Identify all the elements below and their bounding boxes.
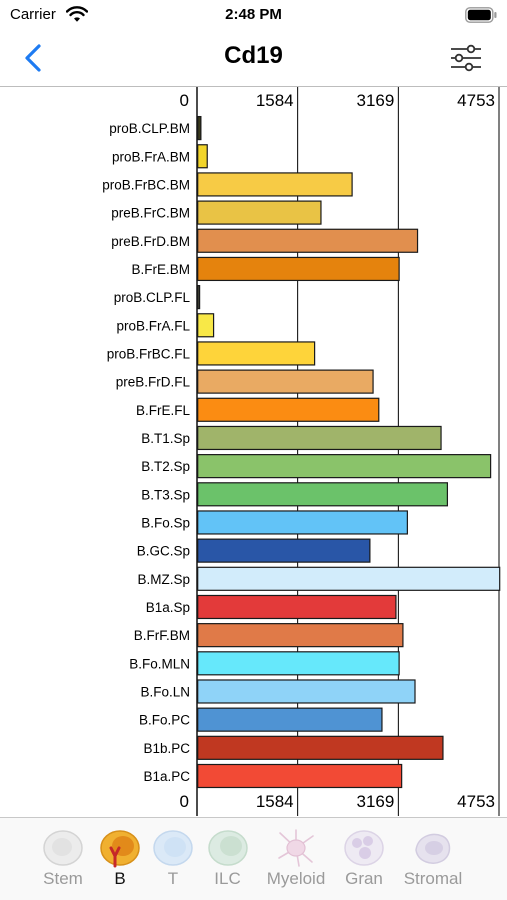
back-button[interactable]: [18, 38, 52, 78]
category-label: B1a.Sp: [146, 600, 190, 615]
bar: [197, 707, 383, 732]
bar: [197, 651, 400, 676]
chevron-left-icon: [25, 44, 41, 72]
category-label: B.GC.Sp: [137, 544, 190, 559]
tab-label: Stromal: [403, 869, 463, 888]
bar: [197, 285, 201, 310]
bar: [197, 144, 208, 169]
bar: [197, 538, 371, 563]
nav-divider: [0, 86, 507, 87]
bar: [197, 763, 403, 789]
bar: [197, 454, 492, 479]
category-label: proB.FrA.BM: [112, 149, 190, 164]
category-label: B.T3.Sp: [141, 487, 190, 502]
axis-tick-label-bottom: 1584: [256, 792, 294, 811]
axis-tick-label-top: 1584: [256, 91, 294, 110]
category-label: proB.FrBC.FL: [107, 346, 191, 361]
t-cell-icon: [153, 830, 193, 866]
bar: [197, 594, 397, 620]
category-label: B.T1.Sp: [141, 431, 190, 446]
bar: [197, 313, 215, 338]
category-label: B.Fo.LN: [140, 684, 190, 699]
category-label: proB.FrA.FL: [116, 318, 190, 333]
category-label: B1a.PC: [143, 769, 190, 784]
bar: [197, 115, 202, 141]
tab-label: Stem: [43, 869, 83, 888]
tab-t[interactable]: T: [148, 818, 198, 900]
tab-gran[interactable]: Gran: [336, 818, 392, 900]
wifi-icon: [66, 6, 88, 22]
tab-label: T: [167, 869, 179, 888]
myeloid-cell-icon: [278, 829, 314, 867]
category-label: B.Fo.PC: [139, 713, 190, 728]
category-label: B.FrE.BM: [131, 262, 190, 277]
bar: [197, 679, 416, 704]
page-title: Cd19: [224, 42, 283, 69]
status-time: 2:48 PM: [225, 6, 282, 23]
bar: [197, 172, 353, 197]
navigation-bar: Cd19: [0, 32, 507, 86]
tab-ilc[interactable]: ILC: [200, 818, 255, 900]
category-label: B.Fo.Sp: [141, 515, 190, 530]
category-label: preB.FrD.FL: [116, 375, 191, 390]
status-bar: Carrier 2:48 PM: [0, 0, 507, 32]
tab-bar: Stem B T ILC: [0, 817, 507, 900]
category-label: proB.FrBC.BM: [102, 177, 190, 192]
bar: [197, 566, 501, 591]
b-cell-icon: [100, 830, 140, 868]
bar-chart: 0 0 1584 1584 3169 3169 4753 4753 proB.CLP.BM pro…: [102, 87, 501, 816]
bar: [197, 623, 404, 648]
category-label: preB.FrC.BM: [111, 206, 190, 221]
bar: [197, 425, 442, 451]
granulocyte-icon: [344, 830, 384, 866]
category-label: B.Fo.MLN: [129, 656, 190, 671]
category-label: proB.CLP.BM: [109, 121, 190, 136]
bar: [197, 369, 374, 394]
stem-cell-icon: [43, 830, 83, 866]
axis-tick-label-top: 0: [180, 91, 189, 110]
bar: [197, 200, 322, 225]
tab-myeloid[interactable]: Myeloid: [258, 818, 334, 900]
axis-tick-label-bottom: 0: [180, 792, 189, 811]
category-label: B.FrE.FL: [136, 403, 190, 418]
bar: [197, 510, 408, 535]
ilc-cell-icon: [207, 830, 248, 866]
tab-label: B: [114, 869, 126, 888]
stromal-cell-icon: [415, 833, 451, 864]
axis-tick-label-top: 3169: [357, 91, 395, 110]
category-label: preB.FrD.BM: [111, 234, 190, 249]
expression-chart: 0 0 1584 1584 3169 3169 4753 4753 proB.CLP.BM pro…: [0, 87, 507, 816]
axis-tick-label-bottom: 4753: [457, 792, 495, 811]
tab-label: Myeloid: [266, 869, 326, 888]
tab-stem[interactable]: Stem: [33, 818, 93, 900]
bar: [197, 256, 400, 282]
tab-label: ILC: [214, 869, 241, 888]
battery-icon: [465, 7, 497, 23]
bar: [197, 735, 444, 760]
bar: [197, 341, 316, 366]
tab-label: Gran: [345, 869, 383, 888]
bar: [197, 482, 449, 507]
bar: [197, 397, 380, 422]
category-label: B.T2.Sp: [141, 459, 190, 474]
carrier-label: Carrier: [10, 6, 56, 23]
tab-b[interactable]: B: [95, 818, 145, 900]
bar: [197, 228, 419, 253]
category-label: proB.CLP.FL: [114, 290, 191, 305]
axis-tick-label-bottom: 3169: [357, 792, 395, 811]
category-label: B.MZ.Sp: [137, 572, 190, 587]
settings-button[interactable]: [449, 38, 483, 78]
axis-tick-label-top: 4753: [457, 91, 495, 110]
sliders-icon: [451, 44, 481, 72]
category-label: B1b.PC: [143, 741, 190, 756]
tab-stromal[interactable]: Stromal: [394, 818, 472, 900]
category-label: B.FrF.BM: [134, 628, 190, 643]
